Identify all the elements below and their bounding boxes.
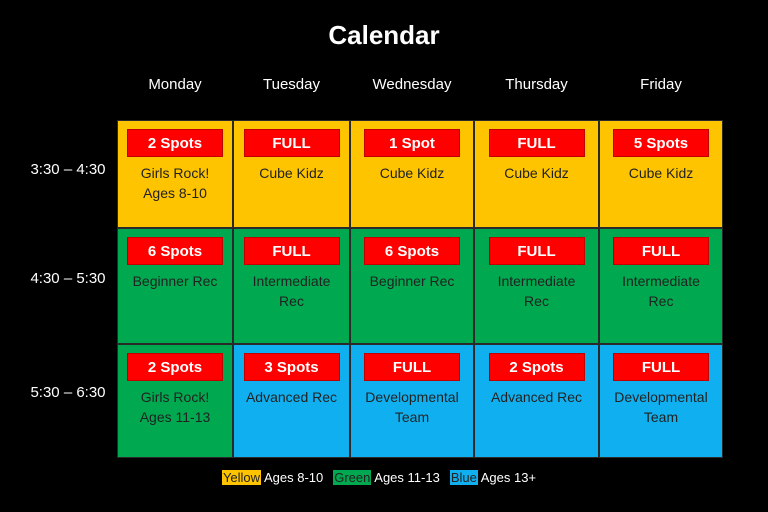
class-name: Beginner Rec xyxy=(132,273,218,289)
class-cell: FULL Cube Kidz xyxy=(474,120,599,228)
class-name: Intermediate Rec xyxy=(622,273,700,309)
class-cell: 5 Spots Cube Kidz xyxy=(599,120,723,228)
availability-badge: FULL xyxy=(488,129,585,157)
legend-swatch-green: Green xyxy=(333,470,372,485)
class-cell: 1 Spot Cube Kidz xyxy=(350,120,474,228)
availability-badge: 1 Spot xyxy=(364,129,460,157)
class-cell: FULL Cube Kidz xyxy=(233,120,350,228)
class-name: Cube Kidz xyxy=(259,165,324,181)
class-cell: 6 Spots Beginner Rec xyxy=(117,228,233,344)
class-name: Beginner Rec xyxy=(369,273,455,289)
legend-text-blue: Ages 13+ xyxy=(480,470,537,485)
day-header-friday: Friday xyxy=(640,76,682,93)
class-name: Developmental Team xyxy=(614,389,708,425)
class-name: Developmental Team xyxy=(365,389,459,425)
availability-badge: FULL xyxy=(613,353,709,381)
class-cell: 2 Spots Advanced Rec xyxy=(474,344,599,458)
time-label-row-2: 4:30 – 5:30 xyxy=(30,270,106,287)
schedule-grid: 2 Spots Girls Rock! Ages 8-10 FULL Cube Kid… xyxy=(117,120,723,458)
availability-badge: 3 Spots xyxy=(243,353,340,381)
availability-badge: FULL xyxy=(243,237,340,265)
legend-swatch-yellow: Yellow xyxy=(221,470,262,485)
class-name: Intermediate Rec xyxy=(497,273,576,309)
class-name: Intermediate Rec xyxy=(252,273,331,309)
time-label-row-3: 5:30 – 6:30 xyxy=(30,384,106,401)
color-legend: Yellow Ages 8-10 Green Ages 11-13 Blue Age… xyxy=(0,470,768,485)
class-cell: FULL Developmental Team xyxy=(350,344,474,458)
legend-text-yellow: Ages 8-10 xyxy=(263,470,324,485)
availability-badge: 2 Spots xyxy=(488,353,585,381)
availability-badge: 5 Spots xyxy=(613,129,709,157)
day-header-tuesday: Tuesday xyxy=(263,76,320,93)
availability-badge: 6 Spots xyxy=(127,237,223,265)
class-cell: FULL Intermediate Rec xyxy=(599,228,723,344)
availability-badge: 6 Spots xyxy=(364,237,460,265)
class-cell: FULL Developmental Team xyxy=(599,344,723,458)
class-name: Advanced Rec xyxy=(490,389,583,405)
availability-badge: FULL xyxy=(243,129,340,157)
day-header-wednesday: Wednesday xyxy=(372,76,452,93)
availability-badge: FULL xyxy=(613,237,709,265)
class-cell: 3 Spots Advanced Rec xyxy=(233,344,350,458)
class-name: Cube Kidz xyxy=(504,165,569,181)
day-header-monday: Monday xyxy=(148,76,202,93)
class-name: Cube Kidz xyxy=(628,165,694,181)
class-cell: FULL Intermediate Rec xyxy=(233,228,350,344)
class-cell: 6 Spots Beginner Rec xyxy=(350,228,474,344)
legend-text-green: Ages 11-13 xyxy=(374,470,440,485)
legend-swatch-blue: Blue xyxy=(449,470,478,485)
day-header-thursday: Thursday xyxy=(505,76,568,93)
class-name: Girls Rock! Ages 11-13 xyxy=(139,389,211,425)
time-label-row-1: 3:30 – 4:30 xyxy=(30,161,106,178)
availability-badge: 2 Spots xyxy=(127,353,223,381)
calendar-title: Calendar xyxy=(328,20,440,50)
class-name: Cube Kidz xyxy=(379,165,445,181)
class-cell: FULL Intermediate Rec xyxy=(474,228,599,344)
class-name: Girls Rock! Ages 8-10 xyxy=(140,165,210,201)
availability-badge: FULL xyxy=(488,237,585,265)
class-cell: 2 Spots Girls Rock! Ages 8-10 xyxy=(117,120,233,228)
availability-badge: 2 Spots xyxy=(127,129,223,157)
class-name: Advanced Rec xyxy=(245,389,338,405)
availability-badge: FULL xyxy=(364,353,460,381)
class-cell: 2 Spots Girls Rock! Ages 11-13 xyxy=(117,344,233,458)
